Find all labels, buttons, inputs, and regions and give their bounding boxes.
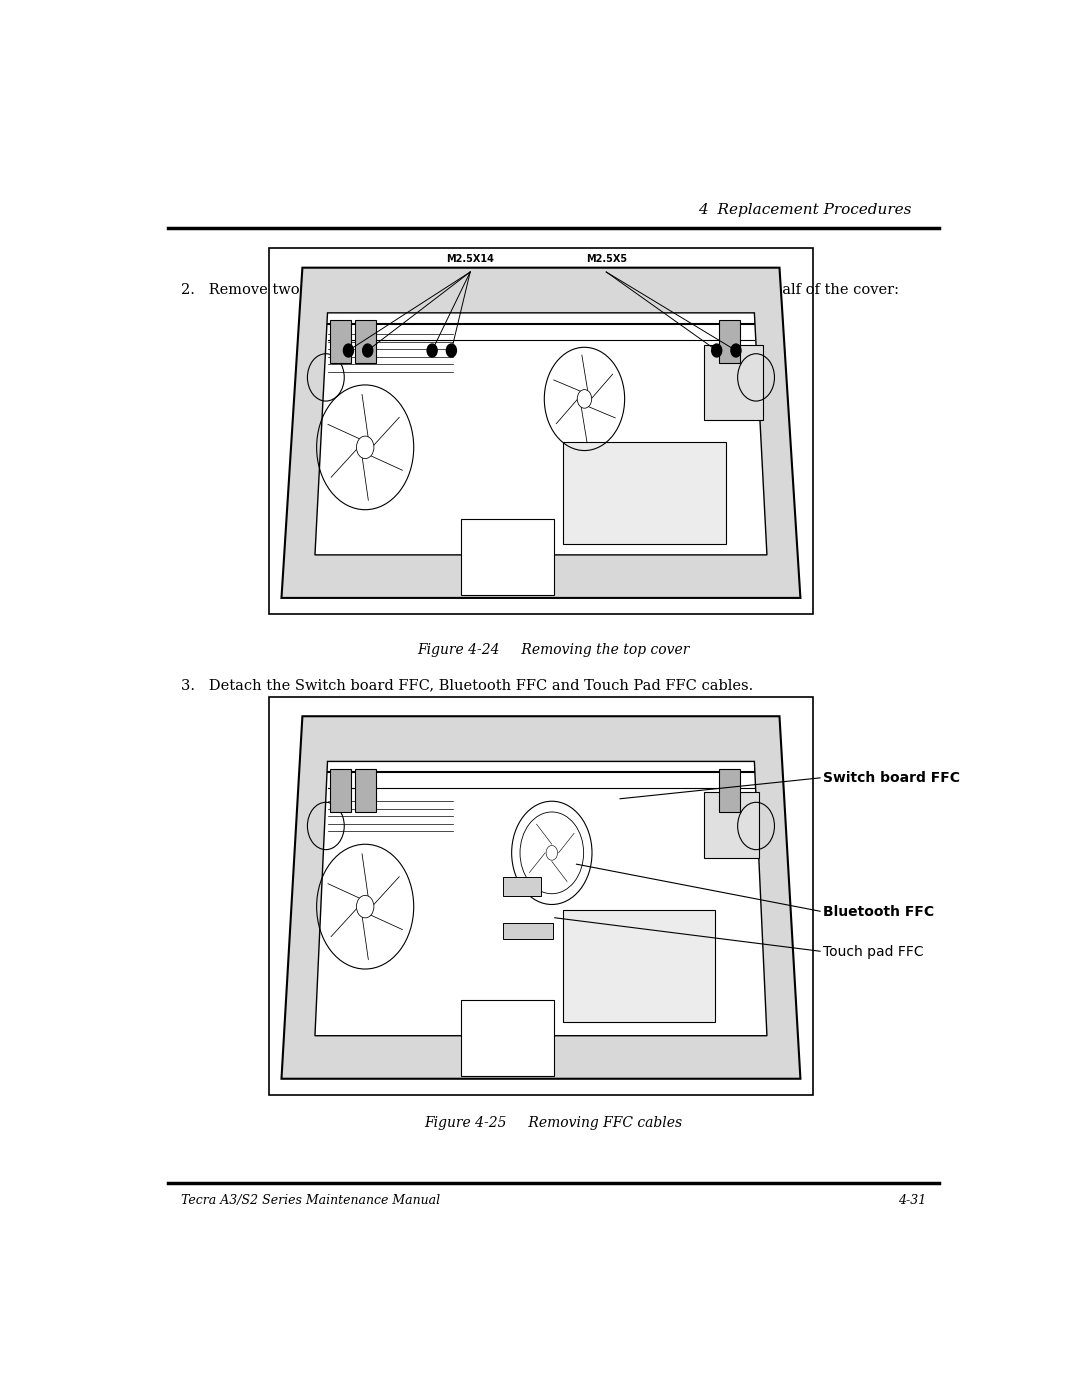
Text: Switch board FFC: Switch board FFC: [823, 771, 960, 785]
Bar: [461, 1000, 554, 1076]
Text: Figure 4-24     Removing the top cover: Figure 4-24 Removing the top cover: [417, 643, 690, 657]
Bar: [719, 768, 740, 812]
Bar: [563, 441, 726, 545]
Circle shape: [446, 344, 457, 358]
Text: 2.   Remove two black M2.5x5 and four black M2.5x14 screws securing the top half: 2. Remove two black M2.5x5 and four blac…: [181, 282, 899, 296]
Text: Touch pad FFC: Touch pad FFC: [823, 944, 923, 958]
Text: Bluetooth FFC: Bluetooth FFC: [823, 905, 934, 919]
Bar: [719, 320, 740, 363]
Text: M2.5X14: M2.5X14: [446, 254, 495, 264]
Bar: [330, 320, 351, 363]
Circle shape: [356, 895, 374, 918]
Circle shape: [577, 390, 592, 408]
Circle shape: [712, 344, 721, 358]
Polygon shape: [282, 268, 800, 598]
Bar: [355, 768, 376, 812]
Polygon shape: [282, 717, 800, 1078]
Circle shape: [427, 344, 437, 358]
Circle shape: [356, 436, 374, 458]
Circle shape: [731, 344, 741, 358]
Bar: [355, 320, 376, 363]
Text: Tecra A3/S2 Series Maintenance Manual: Tecra A3/S2 Series Maintenance Manual: [181, 1194, 441, 1207]
Bar: [269, 249, 813, 615]
Bar: [704, 792, 758, 858]
Text: 3.   Detach the Switch board FFC, Bluetooth FFC and Touch Pad FFC cables.: 3. Detach the Switch board FFC, Bluetoot…: [181, 679, 753, 693]
Text: 4-31: 4-31: [897, 1194, 926, 1207]
Bar: [503, 876, 540, 895]
Bar: [563, 911, 715, 1021]
Circle shape: [343, 344, 353, 358]
Circle shape: [363, 344, 373, 358]
Text: Figure 4-25     Removing FFC cables: Figure 4-25 Removing FFC cables: [424, 1116, 683, 1130]
Bar: [704, 345, 762, 420]
Bar: [269, 697, 813, 1095]
Polygon shape: [315, 761, 767, 1035]
Circle shape: [546, 845, 557, 861]
Polygon shape: [315, 313, 767, 555]
Bar: [330, 768, 351, 812]
Bar: [461, 520, 554, 595]
Bar: [503, 923, 553, 939]
Text: 4  Replacement Procedures: 4 Replacement Procedures: [699, 203, 912, 217]
Text: M2.5X5: M2.5X5: [585, 254, 626, 264]
